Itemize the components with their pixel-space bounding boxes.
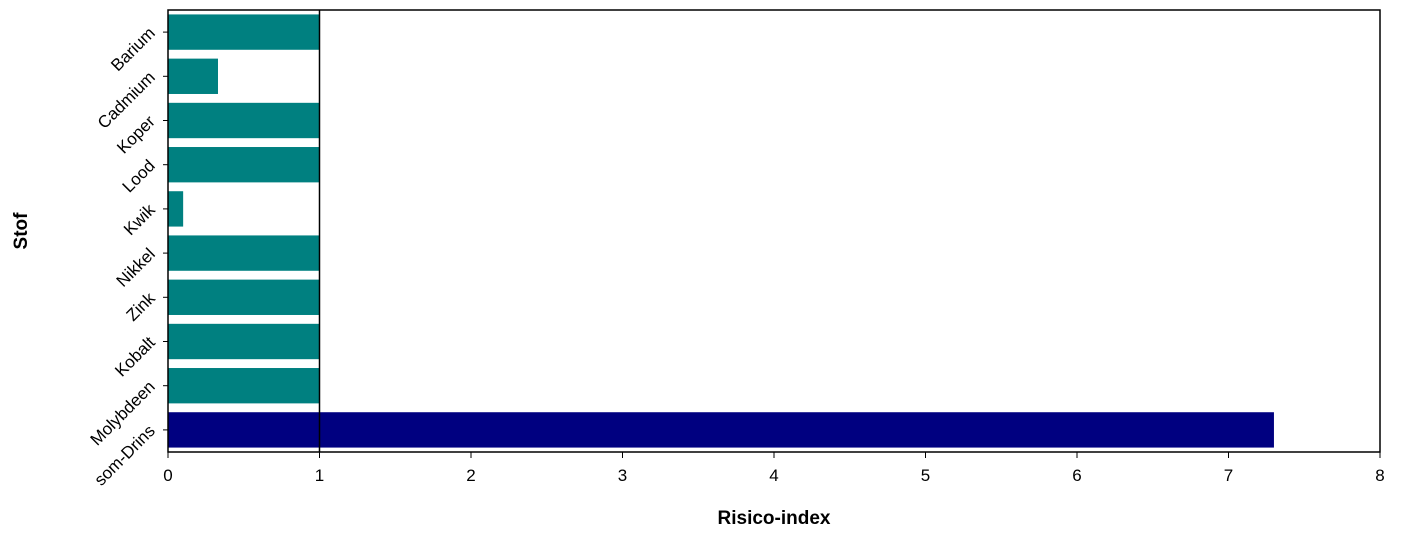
plot-area-frame — [167, 9, 1381, 453]
x-tick-label: 1 — [315, 466, 324, 485]
bar-som-drins — [168, 412, 1274, 448]
x-tick-label: 2 — [466, 466, 475, 485]
bar-kwik — [168, 191, 184, 227]
y-axis-title: Stof — [11, 212, 32, 250]
y-tick-label: Zink — [123, 288, 159, 324]
x-axis-ticks: 0 1 2 3 4 5 6 7 8 — [163, 452, 1385, 485]
y-tick-label: Kwik — [120, 200, 159, 239]
x-tick-label: 8 — [1375, 466, 1384, 485]
bar-koper — [168, 102, 320, 139]
bar-zink — [168, 279, 320, 315]
x-tick-label: 3 — [618, 466, 627, 485]
x-tick-label: 4 — [769, 466, 778, 485]
y-tick-label: Nikkel — [113, 244, 159, 290]
y-axis-ticks: BariumCadmiumKoperLoodKwikNikkelZinkKoba… — [87, 23, 168, 489]
x-tick-label: 6 — [1072, 466, 1081, 485]
bar-barium — [168, 14, 320, 50]
bar-kobalt — [168, 323, 320, 360]
x-tick-label: 0 — [163, 466, 172, 485]
y-tick-label: Barium — [107, 23, 159, 75]
x-tick-label: 7 — [1224, 466, 1233, 485]
y-tick-label: Kobalt — [111, 333, 159, 381]
x-axis-title: Risico-index — [718, 508, 831, 529]
bar-lood — [168, 147, 320, 183]
bars-group — [168, 14, 1274, 448]
bar-molybdeen — [168, 368, 320, 404]
y-tick-label: Lood — [119, 156, 159, 196]
x-tick-label: 5 — [921, 466, 930, 485]
bar-nikkel — [168, 235, 320, 271]
bar-cadmium — [168, 58, 218, 94]
